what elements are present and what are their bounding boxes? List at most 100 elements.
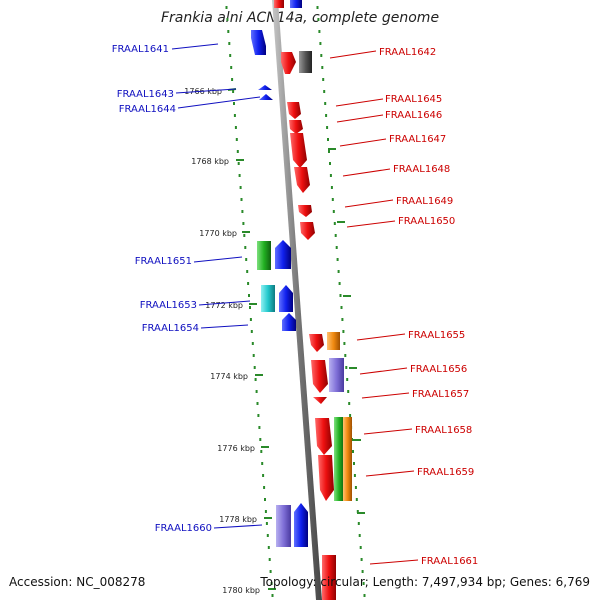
track-dot	[236, 150, 239, 153]
gene-feature-fraal1645[interactable]	[287, 102, 301, 119]
gene-feature-fraal1647[interactable]	[290, 133, 307, 168]
right-gene-labels: FRAAL1642 FRAAL1645 FRAAL1646 FRAAL1647 …	[329, 47, 478, 567]
track-dot	[268, 558, 271, 561]
track-dot	[243, 234, 246, 237]
track-dot	[348, 402, 351, 405]
track-dot	[267, 546, 270, 549]
track-dot	[338, 282, 341, 285]
gene-feature-orange[interactable]	[343, 417, 352, 501]
track-dot	[249, 318, 252, 321]
gene-feature-fraal1642[interactable]	[281, 52, 296, 74]
accession-text: Accession: NC_008278	[9, 575, 145, 589]
gene-label-fraal1643[interactable]: FRAAL1643	[117, 89, 174, 100]
gene-feature-purple[interactable]	[329, 358, 344, 392]
gene-label-fraal1649[interactable]: FRAAL1649	[396, 196, 453, 207]
track-dot	[260, 450, 263, 453]
track-dot	[262, 474, 265, 477]
gene-feature-fraal1646[interactable]	[289, 120, 303, 134]
gene-feature-fraal1658[interactable]	[315, 418, 332, 455]
gene-feature-fraal1651[interactable]	[257, 241, 271, 270]
gene-feature-fraal1661[interactable]	[322, 555, 336, 600]
gene-feature-gray[interactable]	[299, 51, 312, 73]
track-dot	[354, 486, 357, 489]
track-dot	[317, 18, 320, 21]
track-dot	[259, 438, 262, 441]
gene-feature-blue[interactable]	[294, 503, 308, 547]
gene-feature-fraal1655[interactable]	[309, 334, 324, 352]
gene-label-fraal1654[interactable]: FRAAL1654	[142, 323, 199, 334]
gene-label-fraal1657[interactable]: FRAAL1657	[412, 389, 469, 400]
track-dot	[363, 594, 366, 597]
track-dot	[323, 90, 326, 93]
gene-feature-fraal1650[interactable]	[300, 222, 315, 240]
track-dot	[345, 366, 348, 369]
gene-feature-partial[interactable]	[290, 0, 302, 8]
gene-feature-fraal1641[interactable]	[251, 30, 266, 55]
track-dot	[233, 114, 236, 117]
track-dot	[342, 330, 345, 333]
gene-feature-blue[interactable]	[275, 240, 291, 269]
gene-feature-blue[interactable]	[279, 285, 293, 312]
track-dot	[353, 462, 355, 465]
gene-feature-partial[interactable]	[274, 0, 284, 8]
gene-feature-fraal1660[interactable]	[276, 505, 291, 547]
track-dot	[326, 126, 329, 129]
track-dot	[335, 246, 338, 249]
gene-label-fraal1660[interactable]: FRAAL1660	[155, 523, 212, 534]
track-dot	[237, 162, 240, 165]
gene-feature-fraal1659[interactable]	[318, 455, 334, 501]
track-dot	[225, 6, 228, 9]
gene-label-fraal1642[interactable]: FRAAL1642	[379, 47, 436, 58]
gene-feature-fraal1653[interactable]	[261, 285, 275, 312]
track-dot	[328, 150, 330, 153]
track-dot	[361, 570, 364, 573]
track-dot	[341, 318, 344, 321]
track-dot	[252, 354, 255, 357]
topology-text: Topology: circular; Length: 7,497,934 bp…	[259, 575, 590, 589]
track-dot	[330, 186, 333, 189]
gene-feature-fraal1648[interactable]	[294, 167, 310, 193]
gene-label-fraal1647[interactable]: FRAAL1647	[389, 134, 446, 145]
gene-label-fraal1656[interactable]: FRAAL1656	[410, 364, 467, 375]
gene-label-fraal1641[interactable]: FRAAL1641	[112, 44, 169, 55]
track-dot	[362, 582, 365, 585]
track-dot	[331, 198, 334, 201]
gene-feature-orange[interactable]	[327, 332, 340, 350]
gene-label-fraal1644[interactable]: FRAAL1644	[119, 104, 176, 115]
gene-label-fraal1646[interactable]: FRAAL1646	[385, 110, 442, 121]
gene-label-fraal1648[interactable]: FRAAL1648	[393, 164, 450, 175]
track-dot	[271, 594, 274, 597]
gene-label-fraal1661[interactable]: FRAAL1661	[421, 556, 478, 567]
track-dot	[233, 102, 235, 105]
track-dot	[258, 426, 261, 429]
gene-label-fraal1651[interactable]: FRAAL1651	[135, 256, 192, 267]
gene-feature-fraal1649[interactable]	[298, 205, 312, 217]
track-dot	[359, 546, 362, 549]
gene-feature-fraal1657[interactable]	[313, 397, 327, 404]
track-dot	[360, 558, 363, 561]
gene-label-fraal1659[interactable]: FRAAL1659	[417, 467, 474, 478]
gene-feature-fraal1643[interactable]	[258, 85, 272, 90]
gene-feature-fraal1644[interactable]	[259, 94, 273, 100]
track-dot	[349, 414, 352, 417]
gene-feature-fraal1654[interactable]	[282, 313, 296, 331]
track-dot	[231, 78, 234, 81]
track-dot	[266, 534, 269, 537]
gene-label-fraal1658[interactable]: FRAAL1658	[415, 425, 472, 436]
track-dot	[347, 390, 350, 393]
track-dot	[357, 522, 360, 525]
track-dot	[265, 522, 268, 525]
track-dot	[264, 510, 267, 513]
track-dot	[235, 138, 238, 141]
gene-feature-fraal1656[interactable]	[311, 360, 328, 393]
gene-feature-green[interactable]	[334, 417, 344, 501]
track-dot	[230, 66, 233, 69]
track-dot	[316, 6, 319, 9]
kbp-label-1772: 1772 kbp	[205, 301, 243, 310]
gene-label-fraal1653[interactable]: FRAAL1653	[140, 300, 197, 311]
gene-label-fraal1650[interactable]: FRAAL1650	[398, 216, 455, 227]
gene-label-fraal1645[interactable]: FRAAL1645	[385, 94, 442, 105]
track-dot	[256, 402, 259, 405]
gene-label-fraal1655[interactable]: FRAAL1655	[408, 330, 465, 341]
